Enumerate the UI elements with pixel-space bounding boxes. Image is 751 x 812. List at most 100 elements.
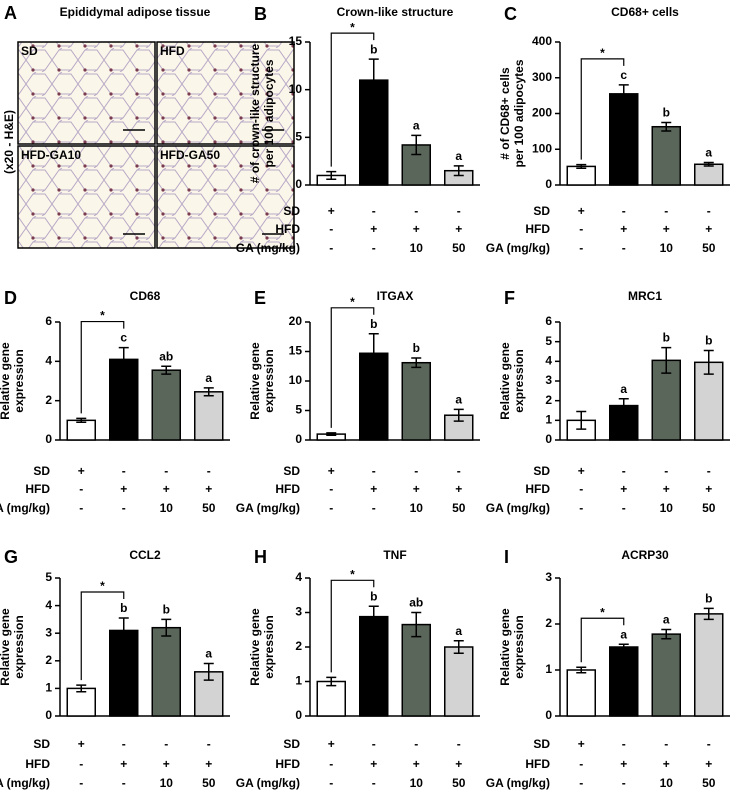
bar (359, 615, 389, 717)
bar (609, 404, 639, 441)
y-tick-label: 0 (295, 708, 302, 722)
y-tick-label: 5 (45, 570, 52, 584)
treatment-cell: - (122, 464, 126, 478)
treatment-cell: + (455, 482, 462, 496)
treatment-cell: + (413, 757, 420, 771)
bar (694, 163, 724, 186)
chart-title: Crown-like structure (337, 5, 454, 19)
significance-letter: a (455, 392, 462, 406)
treatment-cell: + (663, 757, 670, 771)
treatment-cell: + (705, 482, 712, 496)
treatment-cell: + (413, 482, 420, 496)
y-tick-label: 0 (545, 432, 552, 446)
y-tick-label: 0 (295, 177, 302, 191)
panel-letter: I (504, 547, 509, 567)
treatment-cell: - (122, 501, 126, 515)
bar (401, 623, 431, 717)
significance-letter: b (370, 317, 377, 331)
treatment-cell: + (328, 737, 335, 751)
y-axis-label: Relative gene (0, 342, 12, 420)
significance-star: * (100, 579, 105, 593)
significance-letter: a (620, 382, 627, 396)
y-tick-label: 200 (532, 106, 552, 120)
treatment-cell: - (329, 501, 333, 515)
bar (151, 369, 181, 441)
significance-letter: a (455, 149, 462, 163)
significance-letter: a (705, 146, 712, 160)
micrograph (156, 41, 295, 145)
error-bar (576, 666, 587, 674)
treatment-cell: - (122, 776, 126, 790)
treatment-cell: - (622, 241, 626, 255)
bar (694, 361, 724, 441)
significance-letter: ab (159, 349, 173, 363)
error-bar (203, 387, 214, 397)
y-tick-label: 0 (45, 432, 52, 446)
error-bar (661, 346, 672, 374)
y-axis-label: expression (12, 615, 26, 678)
treatment-cell: - (79, 776, 83, 790)
bar (609, 646, 639, 717)
significance-star: * (600, 46, 605, 60)
treatment-cell: - (207, 464, 211, 478)
panel-letter: E (254, 288, 266, 308)
treatment-label: SD (533, 737, 550, 751)
error-bar (326, 432, 337, 437)
y-tick-label: 0 (545, 177, 552, 191)
panel-letter: G (4, 547, 18, 567)
treatment-cell: - (457, 464, 461, 478)
bar (194, 391, 224, 441)
micrograph (156, 145, 295, 249)
y-tick-label: 100 (532, 141, 552, 155)
treatment-cell: - (372, 501, 376, 515)
treatment-cell: - (164, 737, 168, 751)
treatment-label: GA (mg/kg) (236, 241, 300, 255)
y-tick-label: 400 (532, 34, 552, 48)
significance-bracket (330, 579, 375, 673)
treatment-cell: - (122, 737, 126, 751)
treatment-cell: 10 (160, 501, 174, 515)
micrographs: SD HFD HFD-GA10 HFD-GA50 (17, 41, 295, 249)
treatment-cell: - (329, 222, 333, 236)
y-tick-label: 5 (295, 130, 302, 144)
bar (444, 646, 474, 717)
y-axis-label: expression (262, 349, 276, 412)
treatment-cell: - (414, 737, 418, 751)
error-bar (326, 170, 337, 181)
treatment-cell: 10 (660, 501, 674, 515)
error-bar (76, 417, 87, 424)
treatment-label: HFD (275, 482, 300, 496)
treatment-cell: - (329, 482, 333, 496)
treatment-cell: - (707, 737, 711, 751)
treatment-cell: - (329, 757, 333, 771)
y-tick-label: 4 (45, 354, 52, 368)
treatment-label: GA (mg/kg) (236, 501, 300, 515)
error-bar (411, 134, 422, 156)
error-bar (453, 640, 464, 654)
error-bar (368, 58, 379, 102)
bar (316, 680, 346, 717)
treatment-cell: 50 (452, 776, 466, 790)
bar (66, 687, 96, 717)
y-tick-label: 3 (295, 605, 302, 619)
y-tick-label: 300 (532, 70, 552, 84)
treatment-cell: - (579, 222, 583, 236)
treatment-cell: + (620, 757, 627, 771)
treatment-cell: - (79, 501, 83, 515)
side-label: (x20 - H&E) (2, 110, 16, 174)
y-tick-label: 4 (45, 598, 52, 612)
y-tick-label: 10 (289, 82, 303, 96)
chart-title: ACRP30 (621, 548, 669, 562)
treatment-label: SD (533, 464, 550, 478)
chart-title: MRC1 (628, 289, 662, 303)
treatment-cell: + (620, 222, 627, 236)
significance-letter: a (205, 647, 212, 661)
treatment-label: SD (33, 737, 50, 751)
treatment-cell: + (620, 482, 627, 496)
treatment-cell: - (622, 204, 626, 218)
error-bar (161, 365, 172, 375)
treatment-cell: - (79, 482, 83, 496)
significance-letter: c (620, 68, 627, 82)
y-tick-label: 15 (289, 344, 303, 358)
significance-star: * (100, 309, 105, 323)
